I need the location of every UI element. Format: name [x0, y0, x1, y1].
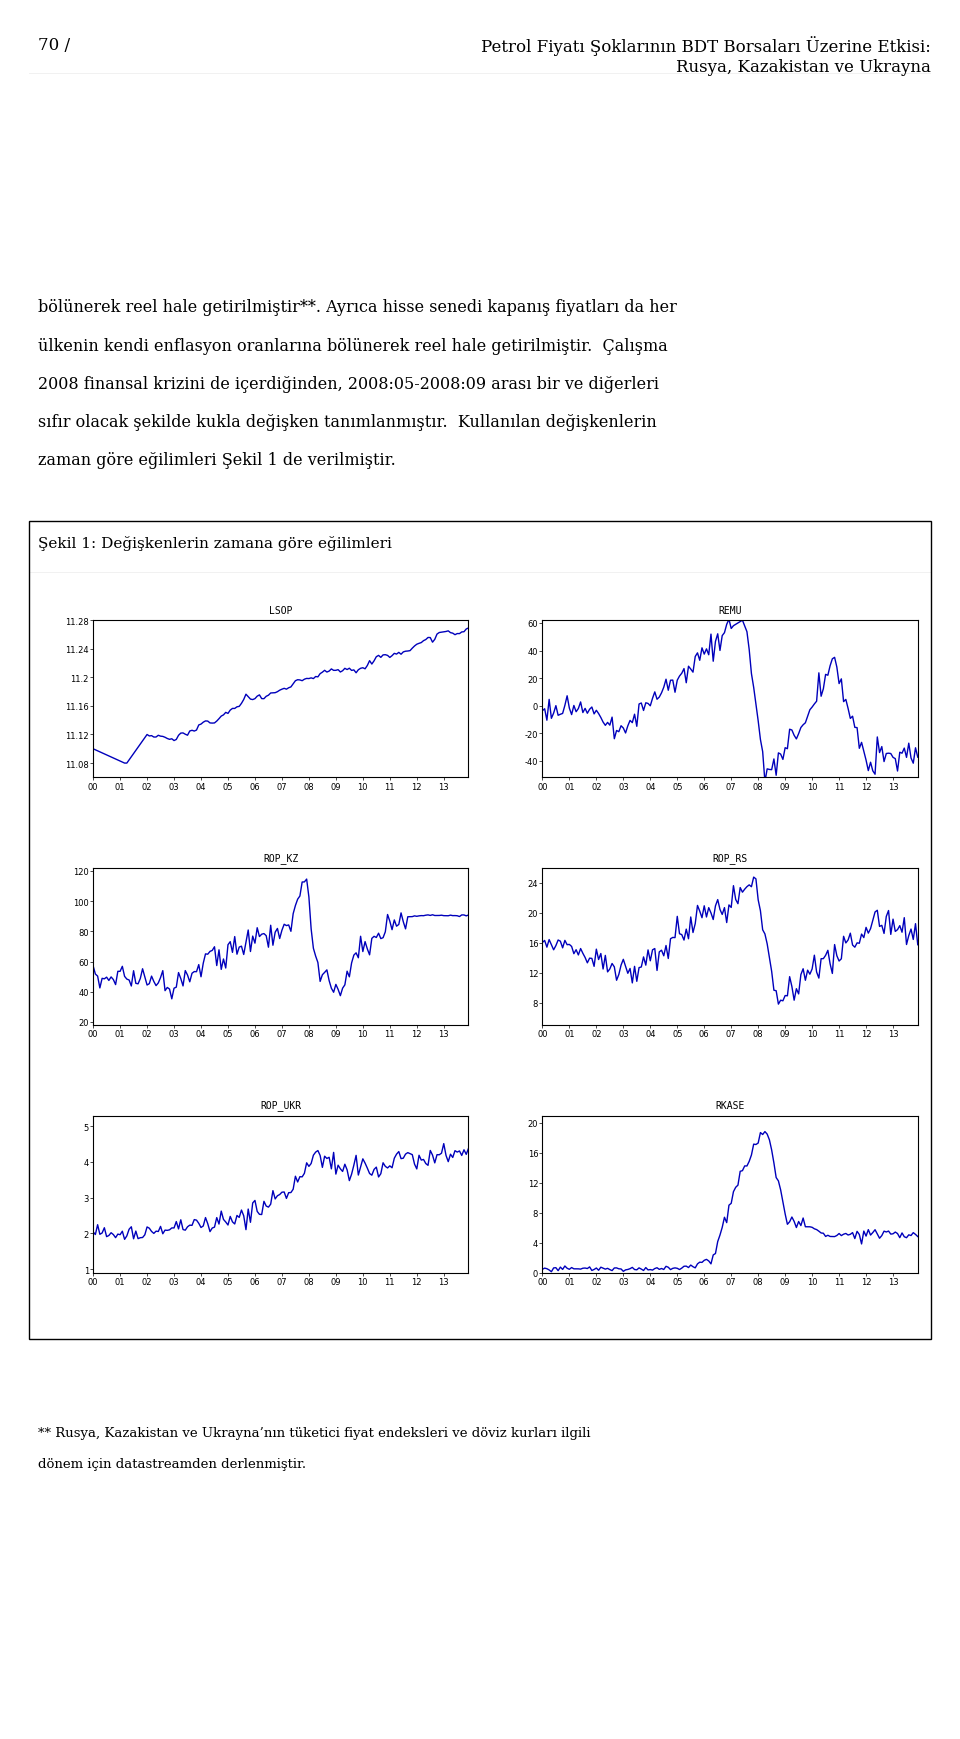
Text: sıfır olacak şekilde kukla değişken tanımlanmıştır.  Kullanılan değişkenlerin: sıfır olacak şekilde kukla değişken tanı…: [38, 414, 658, 431]
Text: ROP_KZ: ROP_KZ: [263, 852, 299, 863]
Text: LSOP: LSOP: [269, 605, 293, 616]
Text: 2008 finansal krizini de içerdiğinden, 2008:05-2008:09 arası bir ve diğerleri: 2008 finansal krizini de içerdiğinden, 2…: [38, 376, 660, 393]
Text: bölünerek reel hale getirilmiştir**. Ayrıca hisse senedi kapanış fiyatları da he: bölünerek reel hale getirilmiştir**. Ayr…: [38, 299, 677, 316]
Text: 70 /: 70 /: [38, 37, 70, 54]
Text: RKASE: RKASE: [715, 1101, 745, 1111]
Text: dönem için datastreamden derlenmiştir.: dönem için datastreamden derlenmiştir.: [38, 1457, 306, 1469]
Text: REMU: REMU: [718, 605, 742, 616]
Text: ROP_RS: ROP_RS: [712, 852, 748, 863]
Text: Şekil 1: Değişkenlerin zamana göre eğilimleri: Şekil 1: Değişkenlerin zamana göre eğili…: [38, 536, 393, 551]
Text: ülkenin kendi enflasyon oranlarına bölünerek reel hale getirilmiştir.  Çalışma: ülkenin kendi enflasyon oranlarına bölün…: [38, 337, 668, 355]
Text: ** Rusya, Kazakistan ve Ukrayna’nın tüketici fiyat endeksleri ve döviz kurları i: ** Rusya, Kazakistan ve Ukrayna’nın tüke…: [38, 1426, 591, 1438]
Text: ROP_UKR: ROP_UKR: [260, 1099, 301, 1111]
Text: Petrol Fiyatı Şoklarının BDT Borsaları Üzerine Etkisi:: Petrol Fiyatı Şoklarının BDT Borsaları Ü…: [481, 37, 931, 56]
Text: Rusya, Kazakistan ve Ukrayna: Rusya, Kazakistan ve Ukrayna: [677, 59, 931, 77]
Text: zaman göre eğilimleri Şekil 1 de verilmiştir.: zaman göre eğilimleri Şekil 1 de verilmi…: [38, 452, 396, 470]
